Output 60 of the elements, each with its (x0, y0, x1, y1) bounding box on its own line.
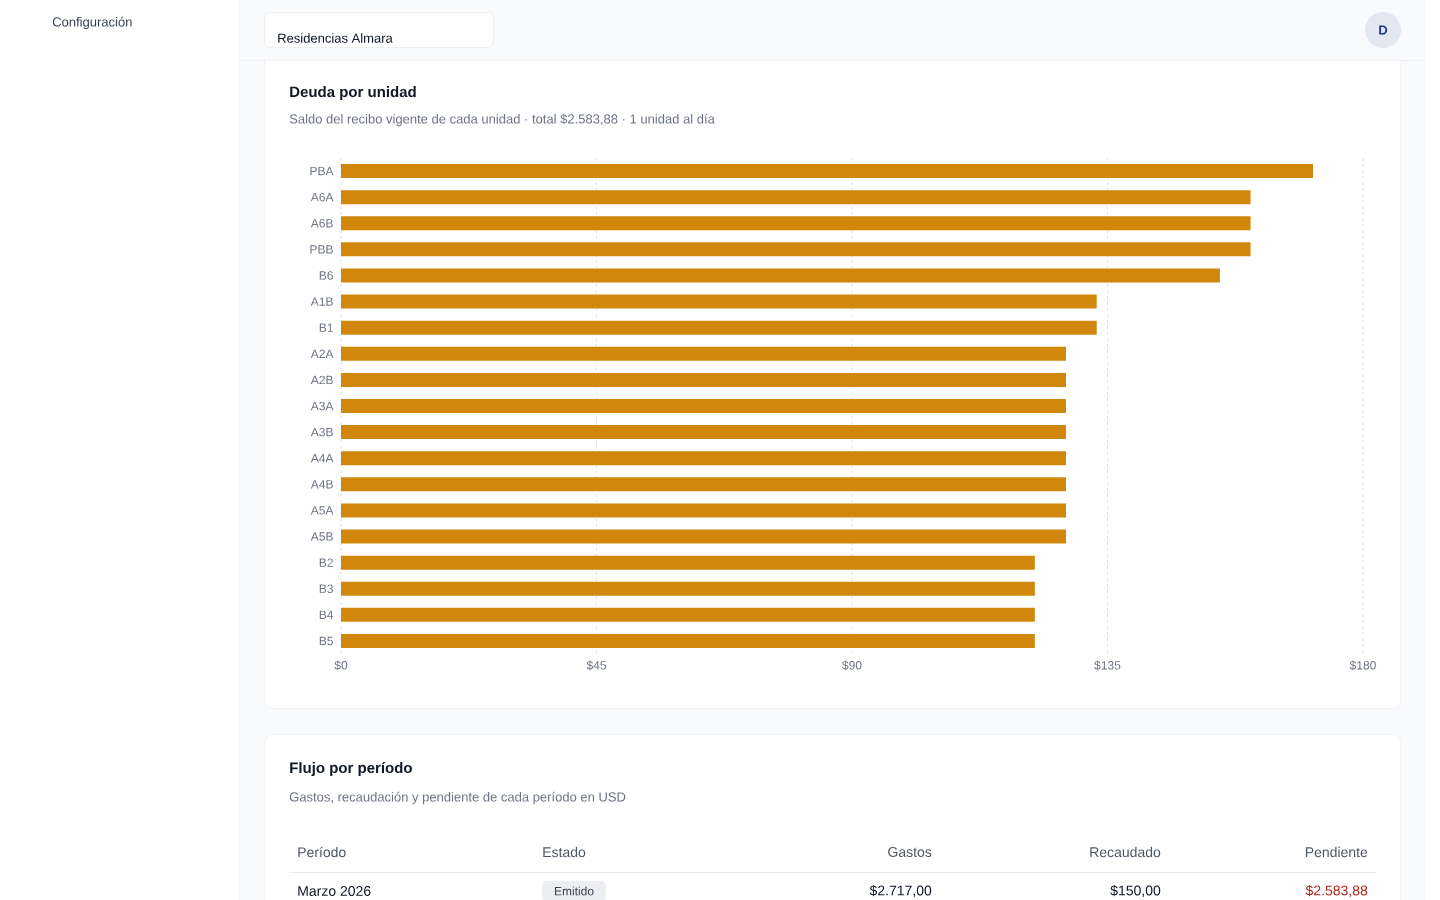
y-tick-label: A5B (310, 532, 333, 541)
text: Estado (543, 846, 586, 858)
bar (341, 164, 1314, 179)
bar (341, 242, 1251, 257)
x-tick-label: $135 (1094, 660, 1121, 671)
y-tick-label: A5A (310, 506, 334, 515)
y-tick-label: A4B (310, 480, 333, 489)
text: Período (298, 846, 346, 858)
bar (341, 399, 1067, 413)
bar (341, 268, 1220, 283)
y-tick-label: A6A (310, 192, 334, 202)
bar (341, 190, 1251, 205)
bar (341, 320, 1097, 335)
chart-title: Deuda por unidad (290, 86, 416, 101)
bar (341, 294, 1097, 309)
y-tick-label: A6B (310, 219, 333, 228)
bar (341, 581, 1035, 596)
text: Configuración (52, 16, 132, 30)
bar (341, 529, 1067, 544)
y-tick-label: B2 (319, 558, 333, 567)
text: $150,00 (1110, 884, 1161, 898)
bar (341, 451, 1067, 466)
bar (341, 346, 1067, 361)
bar (341, 633, 1035, 648)
bar (341, 372, 1067, 387)
text: Gastos, recaudación y pendiente de cada período en USD (289, 791, 626, 805)
text: Marzo 2026 (298, 886, 371, 896)
x-tick-label: $90 (842, 660, 862, 671)
y-tick-label: A4A (310, 454, 334, 463)
text: Gastos (888, 847, 932, 857)
y-tick-label: B5 (319, 636, 333, 646)
y-tick-label: A2A (310, 349, 334, 358)
x-tick-label: $45 (586, 660, 606, 671)
text: $2.717,00 (869, 884, 932, 898)
bar (341, 555, 1035, 570)
text: Recaudado (1090, 846, 1161, 858)
text: Emitido (554, 886, 594, 896)
text: D (1379, 25, 1388, 35)
y-tick-label: B3 (319, 584, 333, 593)
y-tick-label: B6 (319, 271, 333, 280)
bar (341, 607, 1035, 622)
text: Pendiente (1305, 846, 1368, 858)
y-tick-label: B4 (319, 610, 334, 619)
y-tick-label: PBB (310, 245, 333, 254)
bar (341, 503, 1067, 518)
x-tick-label: $0 (334, 660, 348, 671)
text: $2.583,88 (1305, 884, 1368, 898)
text: Residencias Almara (278, 33, 393, 43)
bar (341, 425, 1067, 440)
bar (341, 477, 1067, 492)
y-tick-label: A1B (310, 297, 333, 306)
y-tick-label: PBA (310, 166, 334, 176)
y-tick-label: B1 (319, 323, 333, 332)
y-tick-label: A2B (310, 375, 333, 385)
y-tick-label: A3A (310, 401, 334, 411)
bar (341, 216, 1251, 231)
text: Flujo por período (290, 761, 412, 777)
chart-subtitle: Saldo del recibo vigente de cada unidad · total $2.583,88 · 1 unidad al día (289, 113, 715, 127)
x-tick-label: $180 (1349, 660, 1376, 671)
y-tick-label: A3B (310, 427, 333, 437)
